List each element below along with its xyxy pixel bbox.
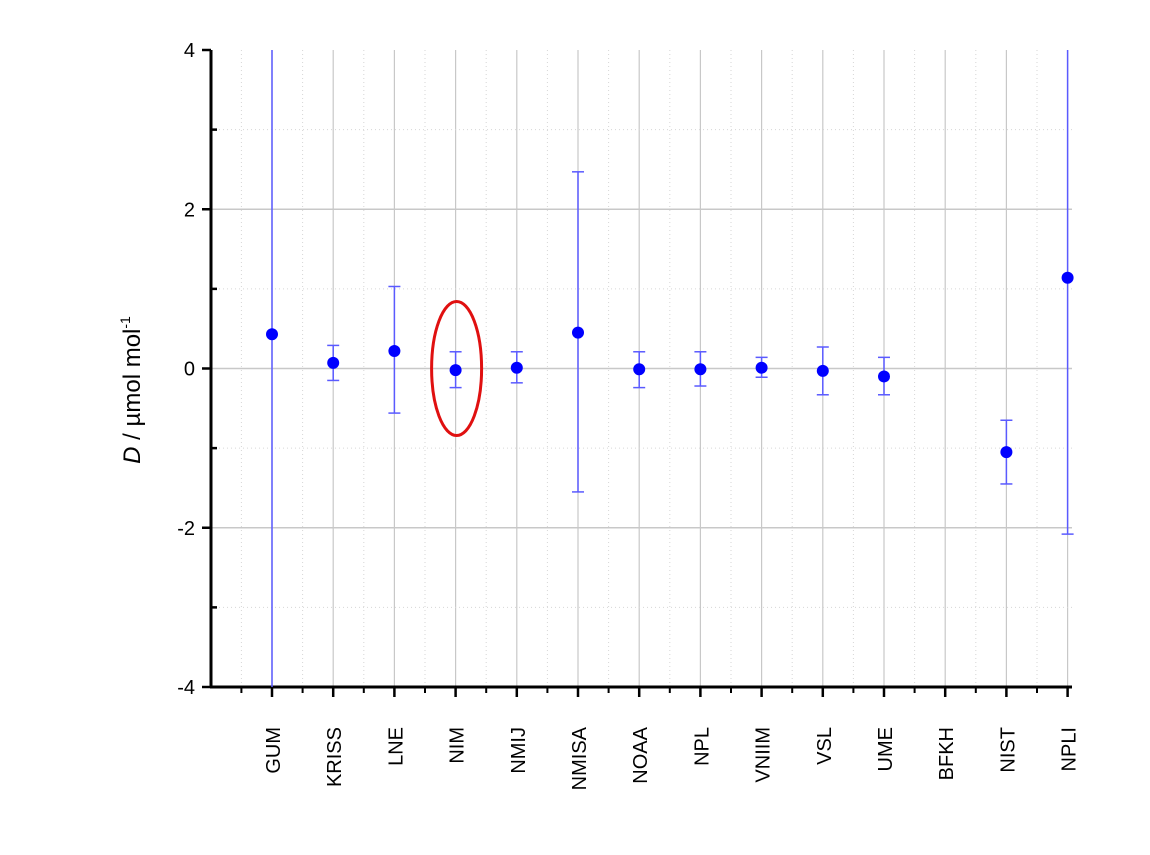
- data-point: [388, 344, 401, 357]
- data-point: [755, 361, 768, 374]
- data-point: [449, 364, 462, 377]
- y-axis-title: D / µmol mol-1: [117, 316, 146, 464]
- x-tick-label: NOAA: [630, 726, 652, 783]
- x-tick-label: NIST: [997, 727, 1019, 773]
- x-tick-label: UME: [875, 727, 897, 771]
- ticks: -4 -2 0 2 4 GUM KRISS LNE NIM NMIJ NMISA NOAA NPL VNI…: [177, 40, 1080, 790]
- x-tick-label: VNIIM: [753, 727, 775, 783]
- y-axis-symbol: D: [119, 446, 146, 463]
- highlight: [430, 300, 484, 437]
- data-point: [510, 361, 523, 374]
- y-tick-label: 0: [184, 359, 195, 381]
- y-axis-separator: /: [119, 426, 146, 446]
- x-tick-label: KRISS: [324, 727, 346, 787]
- x-tick-label: LNE: [385, 727, 407, 766]
- data-point: [1000, 446, 1013, 459]
- y-tick-label: -2: [177, 518, 195, 540]
- data-point: [878, 370, 890, 383]
- x-tick-label: NMISA: [569, 726, 591, 790]
- data-point: [327, 356, 340, 369]
- x-tick-label: NMIJ: [508, 727, 530, 774]
- x-tick-label: GUM: [263, 727, 285, 774]
- x-tick-label: VSL: [814, 727, 836, 765]
- data-series: [266, 50, 1074, 687]
- x-tick-label: NPL: [691, 727, 713, 766]
- y-tick-label: 2: [184, 199, 195, 221]
- data-point: [572, 326, 584, 339]
- data-point: [1061, 271, 1074, 284]
- y-tick-label: 4: [184, 40, 195, 62]
- y-tick-label: -4: [177, 677, 195, 699]
- data-point: [694, 363, 707, 376]
- data-point: [266, 328, 278, 341]
- x-tick-label: NPLI: [1059, 727, 1081, 771]
- x-tick-label: BFKH: [936, 727, 958, 780]
- x-tick-label: NIM: [447, 727, 469, 764]
- highlight-ellipse: [430, 300, 484, 437]
- data-point: [633, 363, 646, 376]
- data-point: [816, 364, 829, 377]
- y-axis-unit: µmol mol: [119, 329, 146, 427]
- y-axis-unit-exponent: -1: [117, 316, 133, 329]
